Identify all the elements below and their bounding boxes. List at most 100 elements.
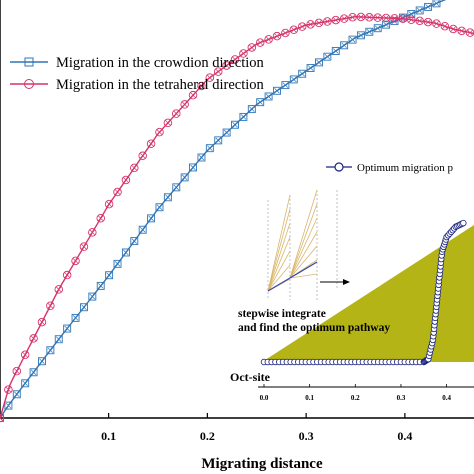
fan-lines [267,189,318,292]
inset-legend-label: Optimum migration p [357,162,453,174]
data-point-cross [291,27,297,33]
data-point-cross [333,48,339,54]
data-point-cross [97,215,104,221]
data-point [88,292,97,301]
data-point [121,248,130,257]
data-point-cross [215,68,221,75]
data-point-cross [358,32,364,39]
data-point-cross [207,74,213,81]
data-point-cross [123,249,129,256]
data-point [356,12,366,22]
data-point-cross [181,174,188,181]
data-point-cross [106,272,112,278]
data-point [46,301,55,310]
data-point-cross [190,92,196,98]
data-point [38,357,46,366]
data-point-cross [56,336,62,342]
data-point-cross [56,286,62,293]
data-point [79,303,88,312]
data-point-cross [358,14,364,20]
data-point [239,49,248,58]
data-point-cross [274,33,280,39]
data-point-cross [274,88,280,94]
legend-label-crowdion: Migration in the crowdion direction [56,55,265,71]
data-point-cross [114,189,121,195]
fan-line [289,203,318,279]
data-point [264,92,273,101]
data-point-cross [374,14,381,21]
data-point [46,346,55,355]
data-point-cross [240,50,247,57]
data-point [440,22,450,31]
data-point [306,64,315,73]
data-point [457,26,466,36]
data-point-cross [139,226,146,233]
data-point-cross [64,272,70,278]
data-point [424,2,433,11]
data-point-cross [89,229,96,236]
data-point [130,163,139,173]
data-point [398,14,408,23]
data-point-cross [391,18,398,24]
annotation-line-1: stepwise integrate [238,308,326,320]
data-point [390,17,399,26]
series-group [0,0,474,423]
data-point [197,81,206,91]
fan-line [267,250,291,292]
data-point [105,271,114,280]
fan-line [267,222,291,292]
data-point-cross [341,15,347,22]
data-point [113,259,122,268]
inset-legend-marker [334,162,344,172]
data-point-cross [72,315,79,321]
data-point [79,242,89,251]
x-tick-label: 0.1 [101,429,116,443]
data-point [163,193,172,202]
data-point-cross [383,21,389,28]
data-point [205,144,214,153]
data-point-cross [5,386,12,393]
data-point [155,203,164,212]
data-point-cross [190,164,196,171]
data-point [272,31,282,41]
data-point-cross [215,137,221,144]
data-point-cross [198,83,205,89]
data-point [323,52,332,61]
data-point-cross [291,76,297,83]
inset-tick-label: 0.0 [260,394,269,402]
data-point [373,13,382,22]
data-point [256,98,265,107]
data-point [449,24,458,34]
data-point-cross [408,11,415,17]
data-point-cross [400,15,406,22]
data-point-cross [131,238,138,244]
data-point-cross [223,129,230,136]
optimum-pathway [260,219,467,366]
data-point-cross [299,23,305,30]
data-point [54,335,63,344]
data-point-cross [341,42,347,49]
data-point-cross [131,165,138,171]
data-point [247,43,257,52]
data-point [222,61,231,70]
data-point-cross [282,30,289,36]
data-point-cross [0,415,3,421]
data-point [264,35,273,44]
data-point-cross [148,140,154,147]
data-point [205,73,215,82]
data-point [88,228,97,237]
data-point [214,136,223,145]
data-point [21,379,30,388]
data-point-cross [14,368,20,374]
data-point-cross [307,21,314,28]
legend-marker-tetraheral [24,79,34,89]
data-point [407,10,416,18]
data-point-cross [249,106,255,112]
data-point-cross [450,26,457,32]
data-point-cross [257,99,263,105]
data-point [315,58,323,67]
oct-site-label: Oct-site [230,370,271,384]
data-point [230,55,240,64]
data-point-cross [324,53,331,60]
data-point-cross [156,129,163,135]
